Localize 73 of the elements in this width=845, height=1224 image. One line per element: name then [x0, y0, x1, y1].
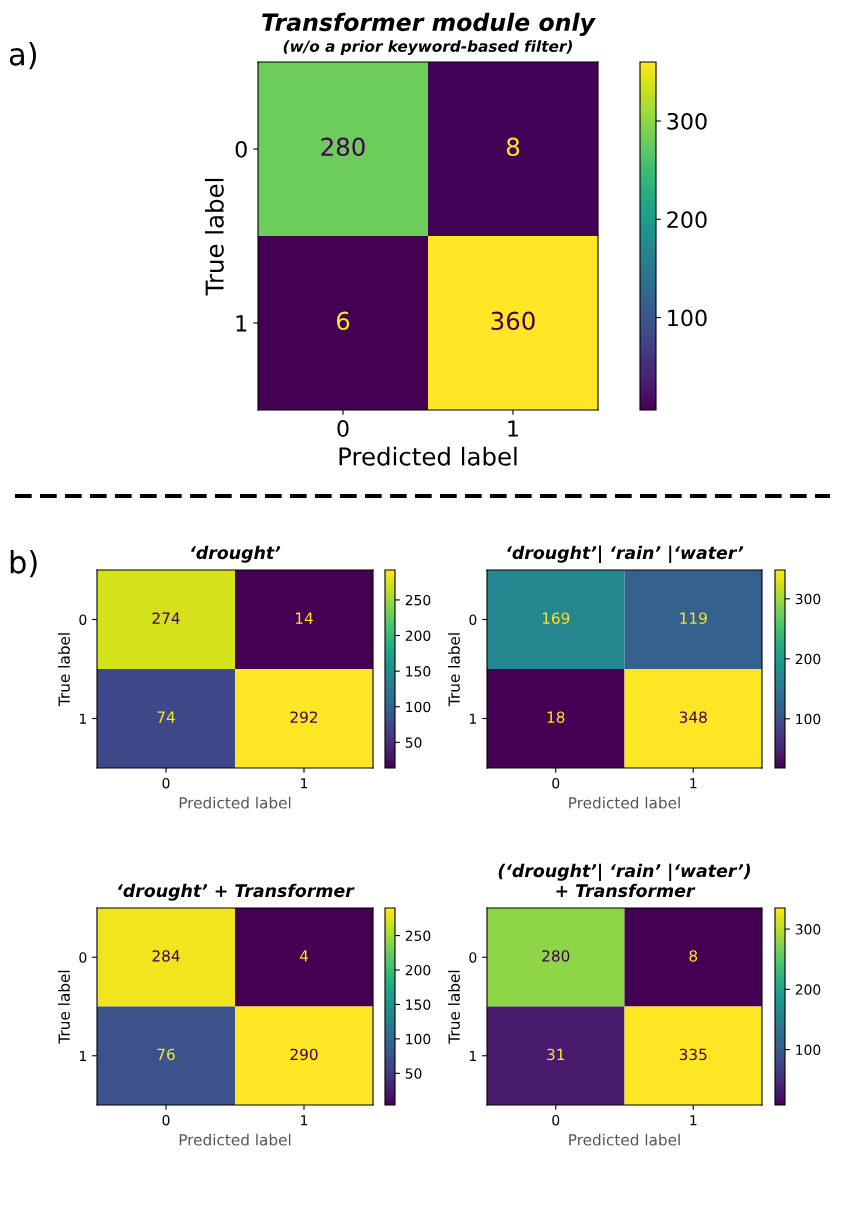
- x-tick-label: 1: [690, 778, 697, 789]
- chart-title: ‘drought’: [191, 545, 281, 563]
- x-axis-title: Predicted label: [339, 446, 517, 466]
- chart-title: Transformer module only: [262, 12, 596, 36]
- data-label: 4: [299, 950, 308, 962]
- color-bar-label: 300: [667, 112, 707, 130]
- color-bar-label: 100: [406, 1033, 431, 1045]
- data-label: 348: [679, 711, 707, 723]
- color-bar-label: 100: [406, 701, 431, 713]
- color-bar-label: 250: [405, 594, 431, 606]
- y-axis-title: True label: [204, 178, 224, 296]
- data-label: 14: [295, 612, 313, 624]
- chart-title: (‘drought’| ‘rain’ |‘water’) + Transformer: [498, 863, 751, 898]
- color-bar-label: 300: [795, 593, 821, 605]
- data-label: 31: [547, 1048, 565, 1061]
- y-tick-label: 0: [469, 614, 477, 625]
- x-axis-title: Predicted label: [569, 796, 680, 809]
- data-label: 8: [506, 137, 520, 157]
- color-bar-label: 200: [405, 964, 431, 976]
- x-axis-title: Predicted label: [179, 1133, 291, 1146]
- x-tick-label: 0: [552, 777, 560, 789]
- color-bar-label: 200: [795, 984, 821, 995]
- x-axis-title: Predicted label: [569, 1133, 680, 1146]
- data-label: 280: [542, 950, 570, 962]
- y-tick-label: 0: [79, 952, 87, 963]
- x-tick-label: 0: [552, 1114, 560, 1126]
- data-label: 292: [290, 711, 318, 723]
- text: a): [9, 42, 37, 70]
- color-bar-label: 200: [795, 653, 821, 665]
- chart-title: ‘drought’| ‘rain’ |‘water’: [507, 545, 744, 563]
- x-tick-label: 1: [690, 1115, 697, 1126]
- y-tick-label: 1: [79, 713, 86, 724]
- chart-title: ‘drought’ + Transformer: [118, 883, 355, 901]
- y-axis-title: True label: [448, 633, 460, 707]
- data-label: 76: [157, 1048, 175, 1061]
- data-label: 18: [547, 711, 565, 723]
- y-axis-title: True label: [58, 970, 70, 1044]
- x-tick-label: 1: [301, 778, 308, 789]
- y-tick-label: 1: [79, 1050, 86, 1062]
- x-axis-title: Predicted label: [179, 796, 291, 809]
- chart-subtitle: (w/o a prior keyword-based filter): [283, 40, 572, 56]
- color-bar-label: 250: [405, 930, 431, 942]
- y-axis-title: True label: [58, 633, 70, 707]
- x-tick-label: 0: [162, 1114, 170, 1126]
- color-bar-label: 200: [667, 211, 707, 229]
- text: b): [10, 550, 37, 578]
- data-label: 119: [680, 612, 707, 624]
- data-label: 8: [689, 950, 698, 962]
- color-bar-label: 50: [405, 1068, 422, 1079]
- y-tick-label: 0: [79, 614, 87, 625]
- y-tick-label: 0: [469, 952, 477, 963]
- data-label: 360: [491, 311, 535, 331]
- color-bar-label: 150: [406, 999, 431, 1010]
- color-bar-label: 300: [795, 924, 821, 935]
- data-label: 335: [679, 1048, 707, 1061]
- color-bar-label: 200: [405, 630, 431, 641]
- data-label: 290: [290, 1048, 318, 1061]
- x-tick-label: 1: [301, 1115, 308, 1126]
- data-label: 284: [152, 950, 180, 962]
- data-label: 280: [321, 137, 365, 157]
- data-label: 274: [152, 612, 180, 624]
- color-bar-label: 100: [796, 713, 821, 725]
- data-label: 6: [336, 311, 350, 331]
- x-tick-label: 0: [162, 777, 170, 789]
- y-tick-label: 1: [469, 1050, 476, 1062]
- y-tick-label: 1: [469, 713, 476, 724]
- y-axis-title: True label: [448, 970, 460, 1044]
- color-bar-label: 100: [796, 1044, 821, 1056]
- color-bar-label: 50: [405, 737, 422, 748]
- color-bar-label: 100: [668, 309, 707, 327]
- color-bar-label: 150: [406, 666, 431, 677]
- data-label: 74: [157, 711, 175, 723]
- data-label: 169: [542, 612, 570, 624]
